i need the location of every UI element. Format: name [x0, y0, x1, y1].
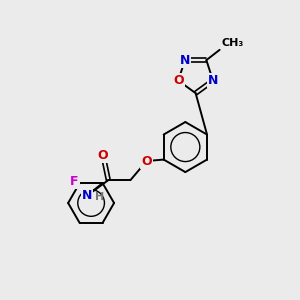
Text: N: N	[180, 54, 190, 67]
Text: O: O	[173, 74, 184, 87]
Text: CH₃: CH₃	[221, 38, 243, 48]
Text: F: F	[70, 175, 79, 188]
Text: O: O	[97, 149, 108, 162]
Text: N: N	[82, 189, 92, 202]
Text: O: O	[141, 154, 152, 167]
Text: N: N	[208, 74, 218, 87]
Text: H: H	[95, 192, 104, 202]
